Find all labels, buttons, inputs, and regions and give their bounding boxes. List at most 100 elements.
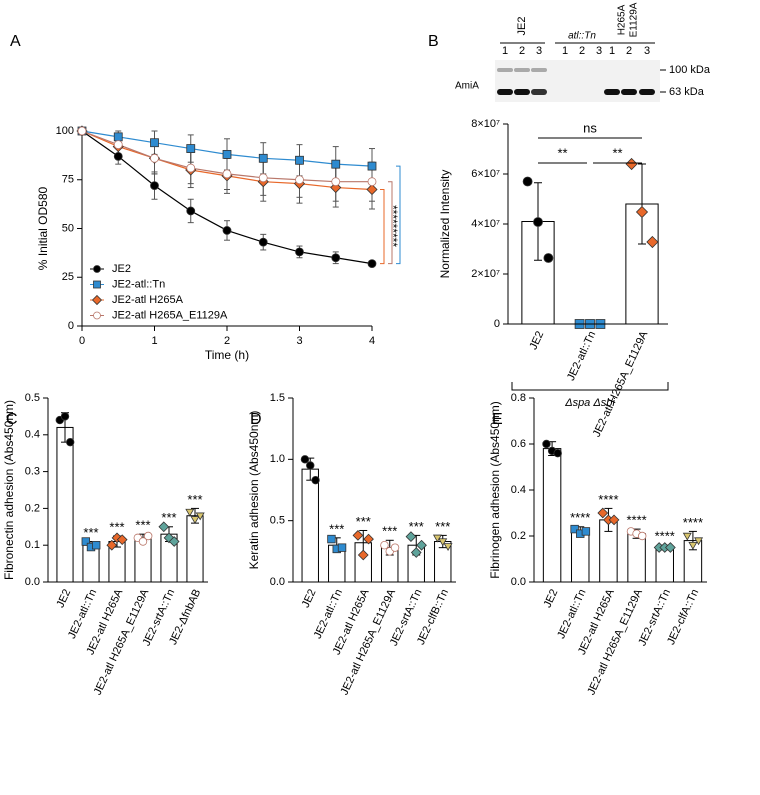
marker (363, 533, 374, 545)
footer-label: Δspa Δsbi (564, 397, 615, 409)
y-tick-label: 0.5 (270, 515, 285, 527)
significance-label: **** (598, 492, 618, 507)
marker (77, 126, 87, 136)
x-tick-label: 2 (224, 335, 230, 347)
bar (571, 530, 590, 583)
significance-label: *** (409, 519, 424, 534)
size-marker: 100 kDa (669, 64, 711, 76)
blot-band-faint (497, 68, 513, 72)
significance-label: **** (655, 529, 675, 544)
significance-label: ** (612, 145, 622, 160)
panel-letter: B (428, 33, 439, 50)
marker (143, 531, 153, 541)
significance-label: *** (161, 510, 176, 525)
marker (258, 173, 268, 183)
significance-label: **** (683, 515, 703, 530)
y-tick-label: 0.0 (25, 576, 40, 588)
marker (113, 132, 123, 142)
marker (331, 253, 341, 263)
y-tick-label: 0.2 (25, 502, 40, 514)
blot-band (497, 89, 513, 95)
marker (331, 159, 341, 169)
legend-marker (93, 280, 101, 289)
y-tick-label: 0.8 (511, 392, 526, 404)
y-tick-label: 0.4 (511, 484, 526, 496)
marker (222, 169, 232, 179)
marker (300, 455, 310, 464)
significance-label: *** (135, 518, 150, 533)
bar (56, 426, 74, 583)
marker (438, 538, 448, 547)
bar (542, 448, 562, 583)
marker (150, 138, 159, 148)
footer-bracket (511, 382, 669, 391)
marker (65, 437, 75, 447)
marker (367, 259, 377, 269)
bar (186, 515, 204, 583)
lane-label: 3 (536, 45, 542, 57)
marker (295, 155, 304, 165)
marker (625, 157, 638, 171)
blot-band (639, 89, 655, 95)
marker (688, 542, 698, 550)
marker (380, 541, 389, 550)
blot-band-faint (531, 68, 547, 72)
marker (222, 149, 232, 159)
significance-label: *** (386, 233, 400, 247)
marker (682, 532, 692, 541)
y-tick-label: 50 (62, 222, 74, 234)
y-axis-label: Fibrinogen adhesion (Abs450nm) (488, 401, 502, 578)
marker (150, 153, 159, 163)
lane-label: 1 (502, 45, 508, 57)
marker (81, 537, 90, 546)
significance-label: *** (356, 514, 371, 529)
legend-marker (93, 311, 101, 320)
marker (553, 449, 562, 458)
lane-label: 2 (579, 45, 585, 57)
marker (331, 177, 341, 187)
marker (258, 153, 268, 163)
marker (186, 163, 196, 173)
lane-label: 2 (519, 45, 525, 57)
marker (295, 247, 304, 257)
significance-bracket (388, 181, 393, 265)
group-label: H265A (617, 4, 628, 35)
y-tick-label: 1.5 (270, 392, 285, 404)
marker (443, 543, 453, 552)
y-tick-label: 100 (56, 125, 74, 137)
marker (352, 530, 364, 541)
y-tick-label: 4×10⁷ (471, 218, 500, 230)
protein-label: AmiA (455, 81, 479, 92)
marker (665, 542, 676, 553)
y-tick-label: 75 (62, 174, 74, 186)
lane-label: 3 (644, 45, 650, 57)
lane-label: 1 (609, 45, 615, 57)
marker (635, 205, 649, 219)
y-tick-label: 2×10⁷ (471, 268, 500, 280)
y-tick-label: 0.3 (25, 466, 40, 478)
marker (60, 412, 70, 421)
marker (367, 177, 377, 187)
marker (542, 439, 551, 449)
marker (113, 140, 123, 150)
marker (357, 549, 369, 561)
x-tick-label: 3 (296, 335, 302, 347)
blot-band (531, 89, 547, 95)
group-label: JE2 (516, 17, 528, 36)
panel-letter: C (6, 411, 18, 428)
legend-label: JE2 (112, 263, 131, 275)
marker (646, 235, 659, 249)
x-tick-label: 1 (151, 335, 157, 347)
y-tick-label: 1.0 (270, 453, 285, 465)
marker (158, 521, 170, 533)
marker (195, 512, 205, 521)
significance-label: *** (109, 519, 124, 534)
significance-label: *** (435, 519, 450, 534)
marker (694, 537, 704, 546)
y-tick-label: 0 (494, 318, 500, 330)
marker (258, 237, 268, 247)
marker (185, 508, 195, 517)
significance-label: *** (83, 525, 98, 540)
x-tick-label: 0 (79, 335, 85, 347)
